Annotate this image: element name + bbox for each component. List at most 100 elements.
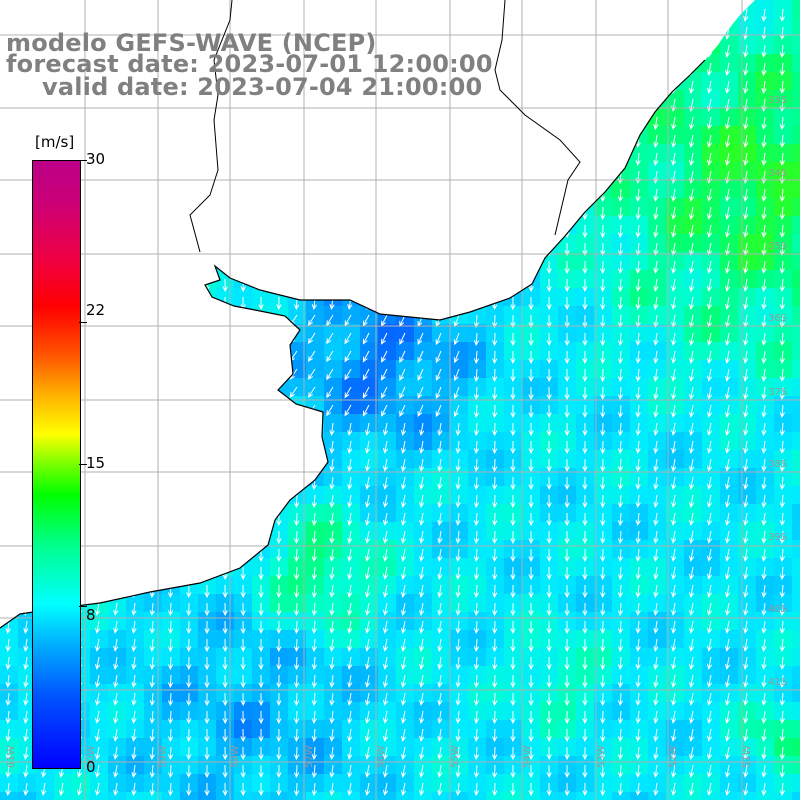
wind-arrow [564,422,570,437]
wind-arrow [725,674,731,688]
wind-arrow [653,242,659,257]
wind-arrow [671,314,677,328]
wind-arrow [131,512,137,527]
wind-arrow [600,440,606,455]
wind-speed-cell [576,144,595,163]
wind-arrow [5,116,11,131]
wind-arrow [271,350,280,362]
wind-arrow [258,422,264,437]
wind-arrow [473,494,480,509]
wind-arrow [455,260,461,275]
wind-arrow [401,782,407,796]
wind-arrow [382,494,389,508]
wind-arrow [437,116,443,131]
wind-speed-cell [432,144,451,163]
wind-speed-cell [198,378,217,397]
wind-arrow [293,134,300,149]
wind-arrow [510,512,516,527]
wind-arrow [347,656,353,671]
wind-arrow [582,512,588,527]
colorbar-tick-15: 15 [86,454,106,472]
wind-arrow [143,386,154,397]
wind-speed-cell [792,684,800,703]
wind-arrow [59,8,65,22]
wind-speed-cell [540,144,559,163]
wind-arrow [528,422,534,437]
wind-speed-cell [486,792,505,800]
wind-speed-cell [504,234,523,253]
wind-arrow [382,746,389,760]
wind-arrow [276,728,282,743]
wind-arrow [365,224,371,238]
wind-arrow [365,548,371,562]
wind-arrow [222,8,228,23]
wind-arrow [582,134,588,149]
wind-arrow [473,26,480,41]
border-line [189,0,581,253]
wind-speed-cell [198,432,217,451]
wind-arrow [222,422,228,437]
wind-arrow [546,314,552,329]
wind-arrow [617,404,624,419]
wind-arrow [186,224,192,239]
wind-speed-cell [126,324,145,343]
wind-speed-cell [0,0,19,19]
wind-speed-cell [180,306,199,325]
wind-arrow [167,782,174,797]
wind-arrow [107,314,118,324]
wind-speed-cell [198,486,217,505]
wind-arrow [761,368,767,383]
wind-arrow [23,260,29,275]
wind-speed-cell [270,360,289,379]
wind-arrow [743,8,749,22]
wind-speed-cell [198,324,217,343]
wind-arrow [600,746,606,761]
wind-speed-cell [792,702,800,721]
wind-speed-cell [792,576,800,595]
wind-arrow [382,566,389,580]
wind-speed-cell [252,144,271,163]
wind-speed-cell [540,18,559,37]
wind-arrow [528,440,534,455]
wind-arrow [311,8,317,23]
wind-arrow [582,494,588,509]
wind-arrow [167,494,174,509]
wind-speed-cell [414,144,433,163]
wind-arrow [671,116,677,130]
wind-speed-cell [144,324,163,343]
wind-arrow [95,440,101,454]
wind-speed-cell [504,792,523,800]
wind-arrow [5,656,11,671]
wind-arrow [95,530,101,544]
wind-arrow [401,260,407,274]
wind-arrow [222,620,228,635]
wind-arrow [293,692,300,707]
wind-arrow [240,260,246,275]
wind-arrow [381,332,388,345]
wind-arrow [761,278,767,293]
wind-arrow [5,440,11,455]
wind-arrow [5,242,11,257]
wind-arrow [635,350,641,365]
wind-arrow [564,152,570,167]
wind-arrow [671,296,677,310]
wind-arrow [528,674,534,689]
wind-arrow [161,314,172,325]
wind-speed-cell [180,126,199,145]
wind-arrow [653,422,659,437]
wind-arrow [419,458,425,472]
wind-speed-cell [684,0,703,19]
wind-arrow [95,566,101,580]
wind-speed-cell [108,540,127,559]
wind-speed-cell [108,558,127,577]
wind-arrow [582,476,588,491]
wind-arrow [492,116,498,131]
wind-speed-cell [486,162,505,181]
wind-arrow [311,566,317,581]
wind-arrow [204,693,210,707]
wind-speed-cell [432,108,451,127]
wind-arrow [564,8,570,23]
wind-arrow [635,44,641,59]
wind-arrow [528,224,534,239]
